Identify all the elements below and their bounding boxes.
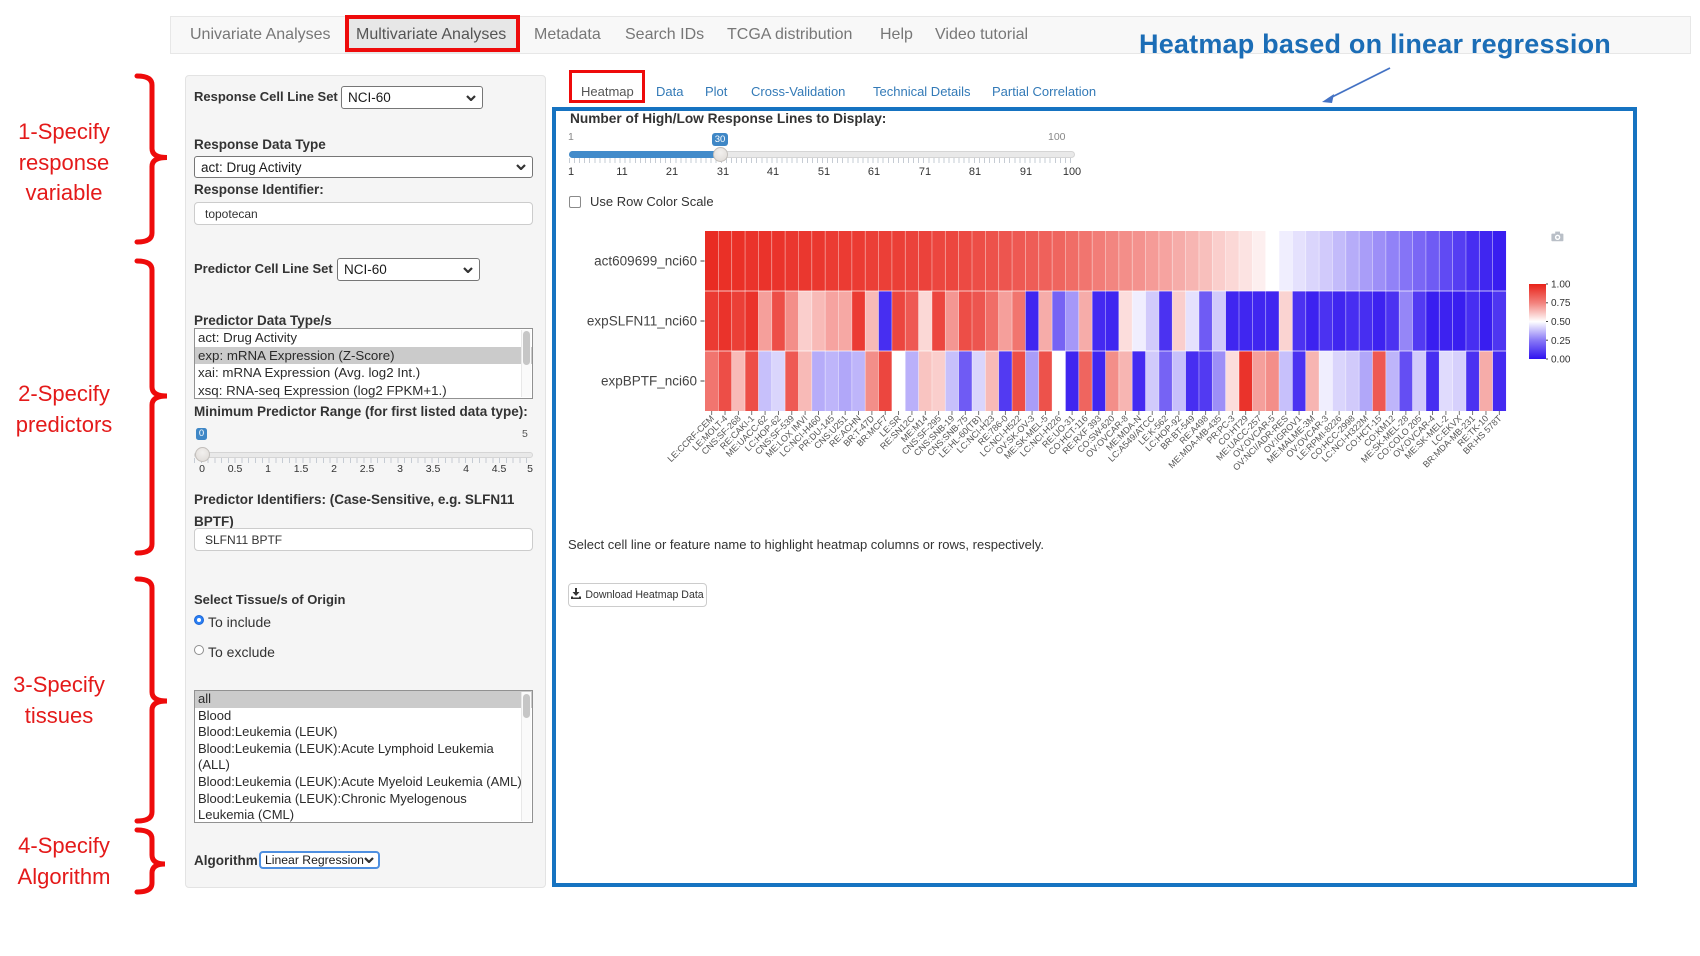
svg-text:expBPTF_nci60: expBPTF_nci60: [601, 374, 697, 389]
svg-text:act609699_nci60: act609699_nci60: [594, 254, 697, 269]
svg-text:1.00: 1.00: [1551, 280, 1571, 291]
svg-text:0.75: 0.75: [1551, 298, 1571, 309]
svg-text:0.25: 0.25: [1551, 336, 1571, 347]
svg-text:expSLFN11_nci60: expSLFN11_nci60: [587, 314, 697, 329]
svg-text:0.00: 0.00: [1551, 355, 1571, 366]
svg-text:0.50: 0.50: [1551, 317, 1571, 328]
